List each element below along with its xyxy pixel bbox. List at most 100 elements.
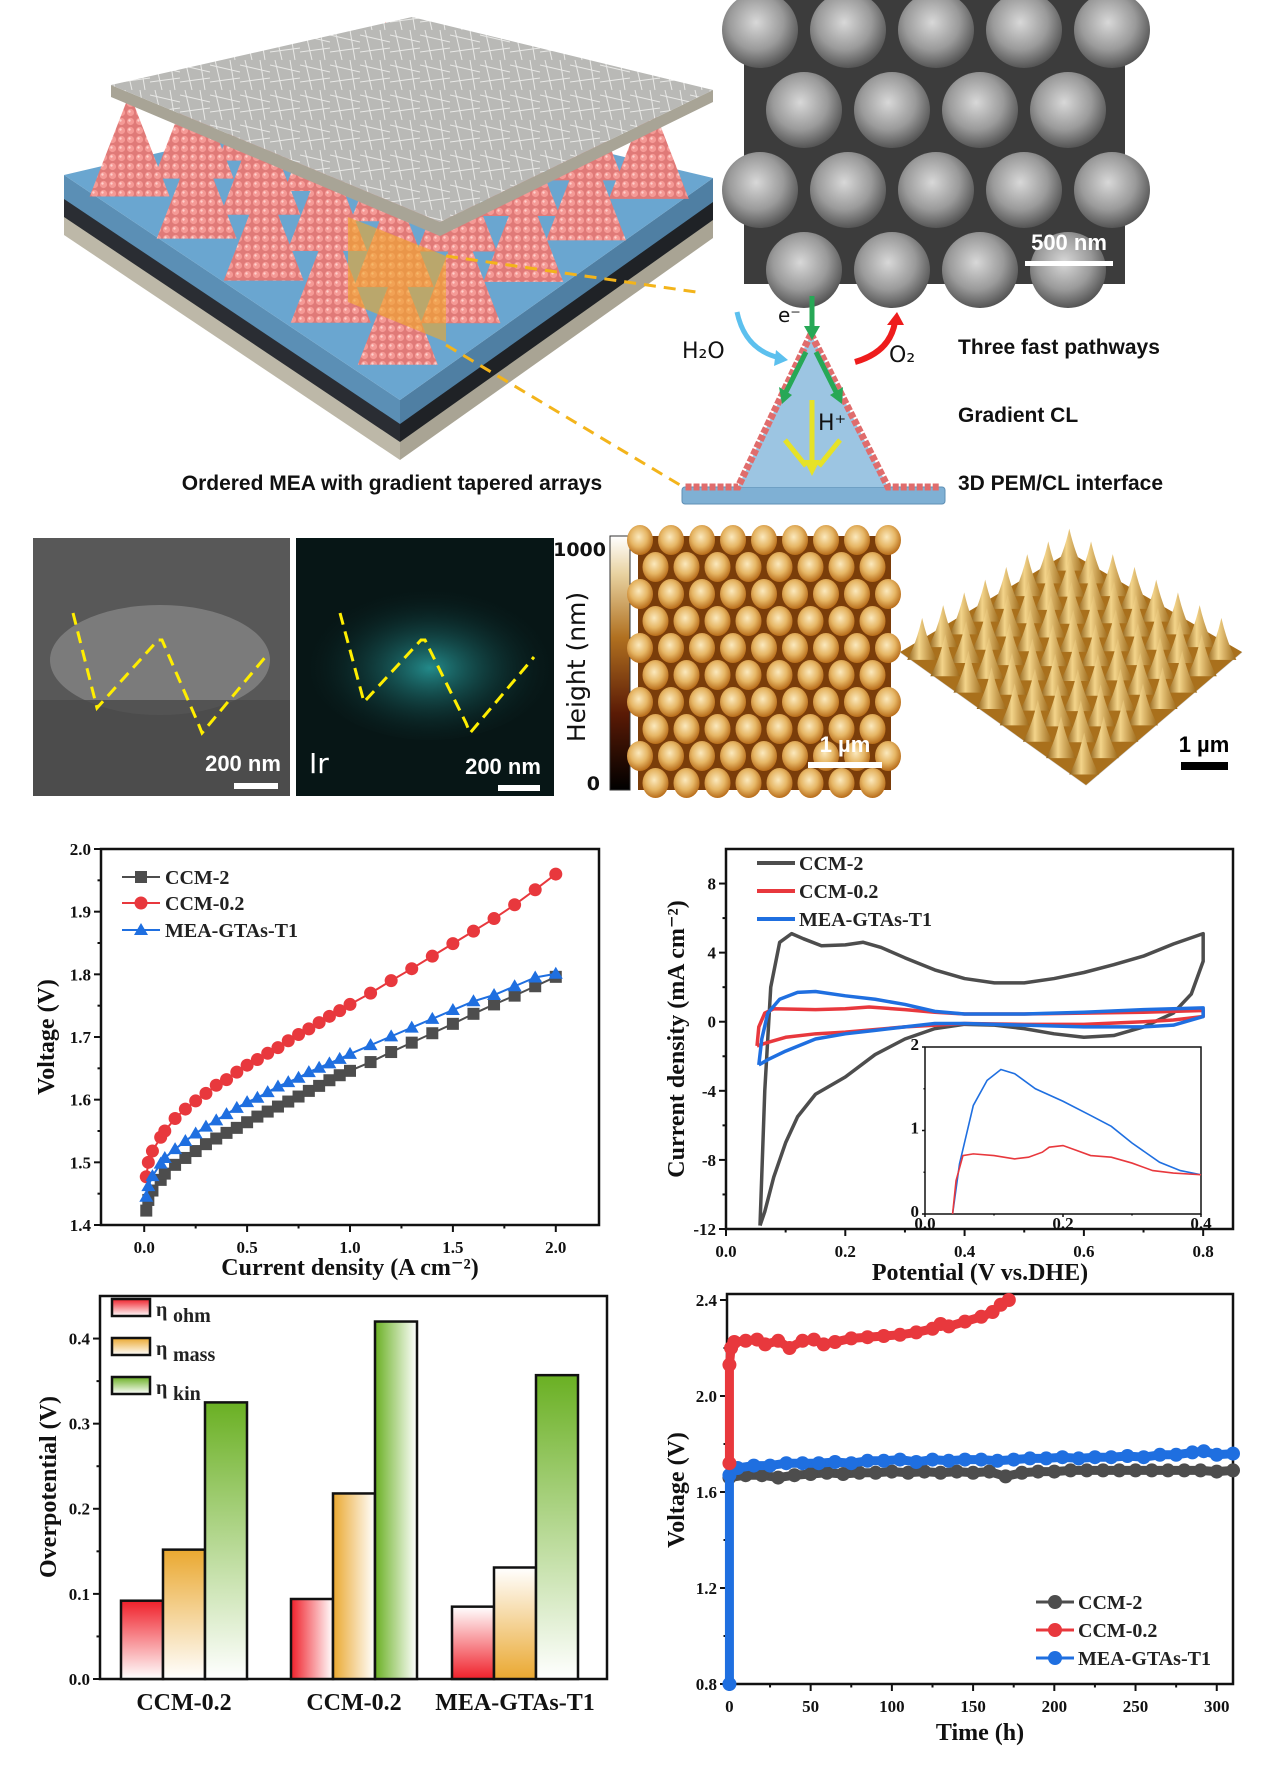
- data-point: [487, 912, 501, 926]
- legend-symbol: η: [156, 1338, 167, 1360]
- y-tick-label: 1.9: [70, 903, 91, 922]
- polarization-chart: Current density (A cm⁻²) Voltage (V) CCM…: [34, 840, 601, 1281]
- data-point: [852, 1465, 867, 1480]
- afm-bump: [782, 579, 808, 609]
- data-point: [819, 1465, 834, 1480]
- x-tick-label: 0.2: [1052, 1214, 1073, 1233]
- y-tick-label: 4: [708, 944, 717, 963]
- gdl-bottom-layer-right: [400, 218, 713, 460]
- afm-peak: [1017, 638, 1048, 681]
- legend-square-marker: [135, 871, 147, 883]
- afm-bump: [875, 687, 901, 717]
- afm-bump: [642, 714, 669, 744]
- data-point: [199, 1086, 213, 1100]
- data-point: [271, 1041, 285, 1055]
- afm-bump: [735, 552, 762, 582]
- afm-bump: [720, 741, 746, 771]
- data-point: [844, 1331, 859, 1346]
- data-point: [168, 1142, 183, 1155]
- sem-particle: [986, 0, 1062, 68]
- pem-side-left: [64, 175, 400, 424]
- afm-peak: [1058, 609, 1089, 652]
- bar-kin: [534, 1373, 580, 1681]
- data-point: [323, 1074, 336, 1087]
- data-point: [779, 1456, 794, 1471]
- afm-3d-image: 1 µm: [899, 528, 1243, 786]
- data-point: [1063, 1463, 1078, 1478]
- data-point: [209, 1113, 224, 1126]
- afm-bump: [704, 714, 731, 744]
- legend: η ohm η mass η kin: [110, 1297, 215, 1405]
- afm-peak: [907, 617, 938, 660]
- data-point: [425, 1011, 440, 1024]
- legend-circle-marker: [1048, 1623, 1062, 1637]
- afm-peak: [1120, 594, 1151, 637]
- afm-bump: [844, 579, 870, 609]
- legend-subscript: mass: [173, 1344, 215, 1366]
- x-tick-label: 1.0: [339, 1238, 360, 1257]
- afm-2d-image: 1 µm: [627, 525, 901, 798]
- data-point: [860, 1330, 875, 1345]
- data-point: [1001, 1293, 1016, 1307]
- data-point: [467, 1007, 480, 1020]
- data-point: [1079, 1463, 1094, 1478]
- data-point: [1014, 1465, 1029, 1480]
- data-point: [982, 1464, 997, 1479]
- x-tick-label: 1.5: [442, 1238, 463, 1257]
- afm-bump: [673, 552, 700, 582]
- element-label: Ir: [309, 747, 329, 780]
- data-point: [957, 1452, 972, 1467]
- scale-bar: [1181, 762, 1228, 770]
- afm-peak: [971, 607, 1002, 650]
- afm-bump: [704, 552, 731, 582]
- data-point: [816, 1337, 831, 1352]
- sem-particle: [1074, 0, 1150, 68]
- y-tick-label: 1.5: [70, 1153, 91, 1172]
- afm-peak: [1167, 650, 1198, 693]
- catalyst-cone: [156, 135, 237, 239]
- afm-peak: [1085, 684, 1116, 727]
- legend-label: CCM-2: [1078, 1592, 1142, 1614]
- data-point: [1096, 1463, 1111, 1478]
- afm-peak: [1105, 668, 1136, 711]
- y-tick-label: -8: [702, 1151, 716, 1170]
- afm-peak: [1012, 554, 1043, 597]
- y-tick-label: 2.4: [696, 1291, 718, 1310]
- y-tick-label: 1.8: [70, 965, 91, 984]
- afm-peak: [953, 650, 984, 693]
- y-tick-label: 0.4: [69, 1330, 91, 1349]
- data-point: [261, 1046, 275, 1060]
- afm-peak: [1042, 684, 1073, 727]
- afm-peak: [1147, 667, 1178, 710]
- afm-bump: [751, 525, 777, 555]
- afm-peak: [1162, 592, 1193, 635]
- data-point: [313, 1079, 326, 1092]
- y-tick-label: 0: [911, 1202, 920, 1221]
- data-point: [933, 1465, 948, 1480]
- afm-bump: [658, 633, 684, 663]
- data-point: [220, 1073, 234, 1087]
- afm-bump: [720, 579, 746, 609]
- legend-subscript: kin: [173, 1383, 201, 1405]
- data-point: [199, 1138, 212, 1151]
- data-point: [754, 1468, 769, 1483]
- afm-peak: [1102, 638, 1133, 681]
- arrow-head: [804, 460, 820, 476]
- y-tick-label: 0: [708, 1013, 717, 1032]
- data-point: [1161, 1463, 1176, 1478]
- electron-path-right: [813, 350, 839, 394]
- afm-bump: [875, 525, 901, 555]
- cv-curve-MEA-GTAs-T1: [757, 989, 1205, 1067]
- data-point: [1177, 1463, 1192, 1478]
- data-point: [876, 1329, 891, 1343]
- x-tick-label: 0.0: [134, 1238, 155, 1257]
- series-line: [724, 1446, 1238, 1689]
- afm-peak: [1097, 554, 1128, 597]
- bar-mass: [331, 1492, 377, 1681]
- x-tick-label: 0.6: [1073, 1242, 1094, 1261]
- category-label: CCM-0.2: [306, 1690, 401, 1716]
- data-point: [738, 1333, 753, 1348]
- data-point: [1022, 1451, 1037, 1466]
- data-point: [1226, 1446, 1240, 1461]
- afm-peak: [1206, 617, 1237, 660]
